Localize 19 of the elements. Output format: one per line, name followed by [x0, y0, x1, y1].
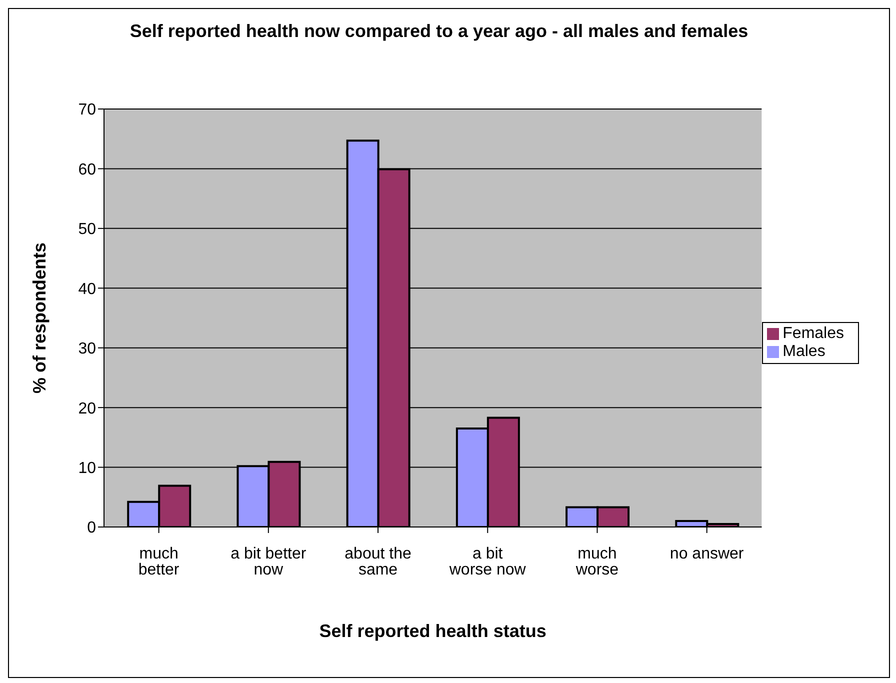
x-tick-label: a bit worse now [448, 545, 526, 578]
y-tick-label: 0 [87, 520, 96, 537]
x-tick-label: much better [138, 545, 180, 578]
y-axis-title: % of respondents [29, 242, 50, 394]
x-axis-title: Self reported health status [319, 621, 546, 641]
legend-label: Males [782, 343, 826, 360]
y-tick-label: 20 [78, 400, 96, 418]
x-tick-label: no answer [670, 545, 744, 562]
y-tick-label: 70 [78, 102, 96, 119]
x-tick-label: a bit better now [230, 545, 307, 578]
legend-label: Females [782, 325, 844, 342]
y-tick-label: 10 [78, 460, 96, 477]
y-tick-label: 40 [78, 280, 96, 298]
y-tick-label: 50 [78, 221, 96, 238]
x-tick-label: much worse [574, 545, 619, 578]
y-tick-label: 60 [78, 161, 96, 178]
chart-title: Self reported health now compared to a year ago - all males and females [128, 20, 750, 43]
y-tick-label: 30 [78, 340, 96, 358]
x-tick-label: about the same [344, 545, 412, 578]
